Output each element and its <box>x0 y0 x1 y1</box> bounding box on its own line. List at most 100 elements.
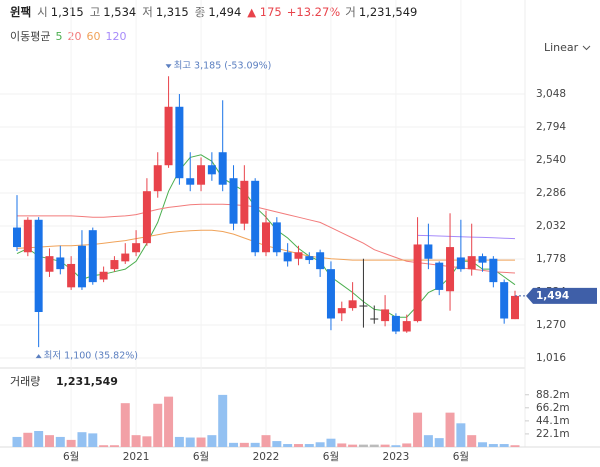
volume-bar <box>326 438 336 447</box>
volume-bar <box>55 436 65 447</box>
candle-body <box>381 309 390 322</box>
volume-tick-label: 22.1m <box>536 428 570 440</box>
volume-bar <box>164 396 174 447</box>
candle-body <box>110 260 119 270</box>
candle-body <box>45 256 54 272</box>
scale-label[interactable]: Linear <box>544 41 579 54</box>
volume-bar <box>391 445 401 447</box>
candle-body <box>294 252 303 259</box>
x-tick-label: 6월 <box>323 451 339 463</box>
candle-body <box>132 243 141 253</box>
y-tick-label: 1,778 <box>536 253 566 265</box>
y-tick-label: 2,794 <box>536 121 566 133</box>
volume-bar <box>239 442 249 447</box>
chevron[interactable] <box>582 45 591 51</box>
volume-bar <box>88 433 98 447</box>
ma-legend-entry: 120 <box>105 30 127 43</box>
y-tick-label: 2,286 <box>536 187 566 199</box>
volume-tick-label: 44.1m <box>536 415 570 427</box>
candle-body <box>229 178 238 224</box>
candle-body <box>142 191 151 244</box>
volume-bar <box>66 439 76 447</box>
candle-body <box>446 247 455 292</box>
candle-body <box>316 252 325 270</box>
volume-bar <box>218 394 228 447</box>
candle-body <box>489 258 498 283</box>
volume-bar <box>196 437 206 447</box>
ma-line <box>17 203 516 274</box>
volume-tick-label: 66.2m <box>536 402 570 414</box>
volume-bar <box>315 442 325 447</box>
candle-body <box>240 180 249 224</box>
volume-bar <box>434 438 444 447</box>
volume-bar <box>272 441 282 447</box>
volume-bar <box>23 432 33 447</box>
volume-bar <box>488 444 498 447</box>
candle-body <box>283 252 292 262</box>
header: 윈팩 시 1,315 고 1,534 저 1,315 종 1,494 ▲ 175 +13.27% 거 1… <box>10 4 423 20</box>
header-label: 거 <box>345 5 356 19</box>
header-value: 1,534 <box>103 5 137 19</box>
volume-bar <box>304 444 314 447</box>
candle-body <box>500 282 509 319</box>
low-marker <box>35 354 42 359</box>
candle-body <box>13 227 21 248</box>
candle-body <box>186 178 195 185</box>
last-price-label: 1,494 <box>536 290 569 302</box>
volume-bar <box>109 445 119 447</box>
volume-bar <box>423 435 433 447</box>
header-label: 종 <box>194 5 206 19</box>
volume-bar <box>358 444 368 447</box>
y-tick-label: 2,540 <box>536 154 566 166</box>
candle-body <box>67 263 76 288</box>
candle-body <box>99 271 108 280</box>
volume-bar <box>229 442 239 447</box>
volume-bar <box>293 444 303 447</box>
x-tick-label: 6월 <box>453 451 469 463</box>
volume-bar <box>337 443 347 447</box>
y-tick-label: 3,048 <box>536 88 566 100</box>
scale-dropdown[interactable]: Linear <box>544 41 591 54</box>
volume-bar <box>478 442 488 447</box>
header-label: 저 <box>142 5 153 19</box>
candle-body <box>391 315 400 332</box>
volume-bar <box>77 432 87 447</box>
volume-bar <box>153 403 163 447</box>
candle-body <box>77 245 86 288</box>
volume-bar <box>348 444 358 447</box>
candle-body <box>262 222 270 253</box>
candle-body <box>456 257 465 270</box>
volume-bar <box>380 444 390 447</box>
candle-body <box>121 253 130 262</box>
ma-label: 이동평균 <box>10 30 51 43</box>
candle-body <box>359 305 368 307</box>
header-value: 1,315 <box>155 5 189 19</box>
volume-bar <box>261 435 271 447</box>
ma-line <box>417 234 516 240</box>
y-tick-label: 1,016 <box>536 352 566 364</box>
y-tick-label: 1,270 <box>536 319 566 331</box>
candle-body <box>478 256 487 263</box>
stock-name: 윈팩 <box>10 5 32 19</box>
header-label: 시 <box>37 5 48 19</box>
low-annotation: 최저 1,100 (35.82%) <box>44 351 138 362</box>
candle-body <box>326 269 335 319</box>
volume-bar <box>44 435 54 447</box>
x-tick-label: 2023 <box>383 451 410 463</box>
x-tick-label: 2022 <box>253 451 280 463</box>
volume-bar <box>250 442 260 447</box>
candle-body <box>413 244 422 322</box>
volume-bar <box>34 431 44 447</box>
candle-body <box>197 165 206 185</box>
volume-bar <box>12 436 22 447</box>
candle-body <box>435 262 444 290</box>
candle-body <box>305 256 314 261</box>
y-tick-label: 2,032 <box>536 220 566 232</box>
volume-bar <box>185 437 195 447</box>
volume-tick-label: 88.2m <box>536 389 570 401</box>
volume-bar <box>174 436 184 447</box>
volume-bar <box>445 412 455 447</box>
volume-bar <box>369 444 379 447</box>
